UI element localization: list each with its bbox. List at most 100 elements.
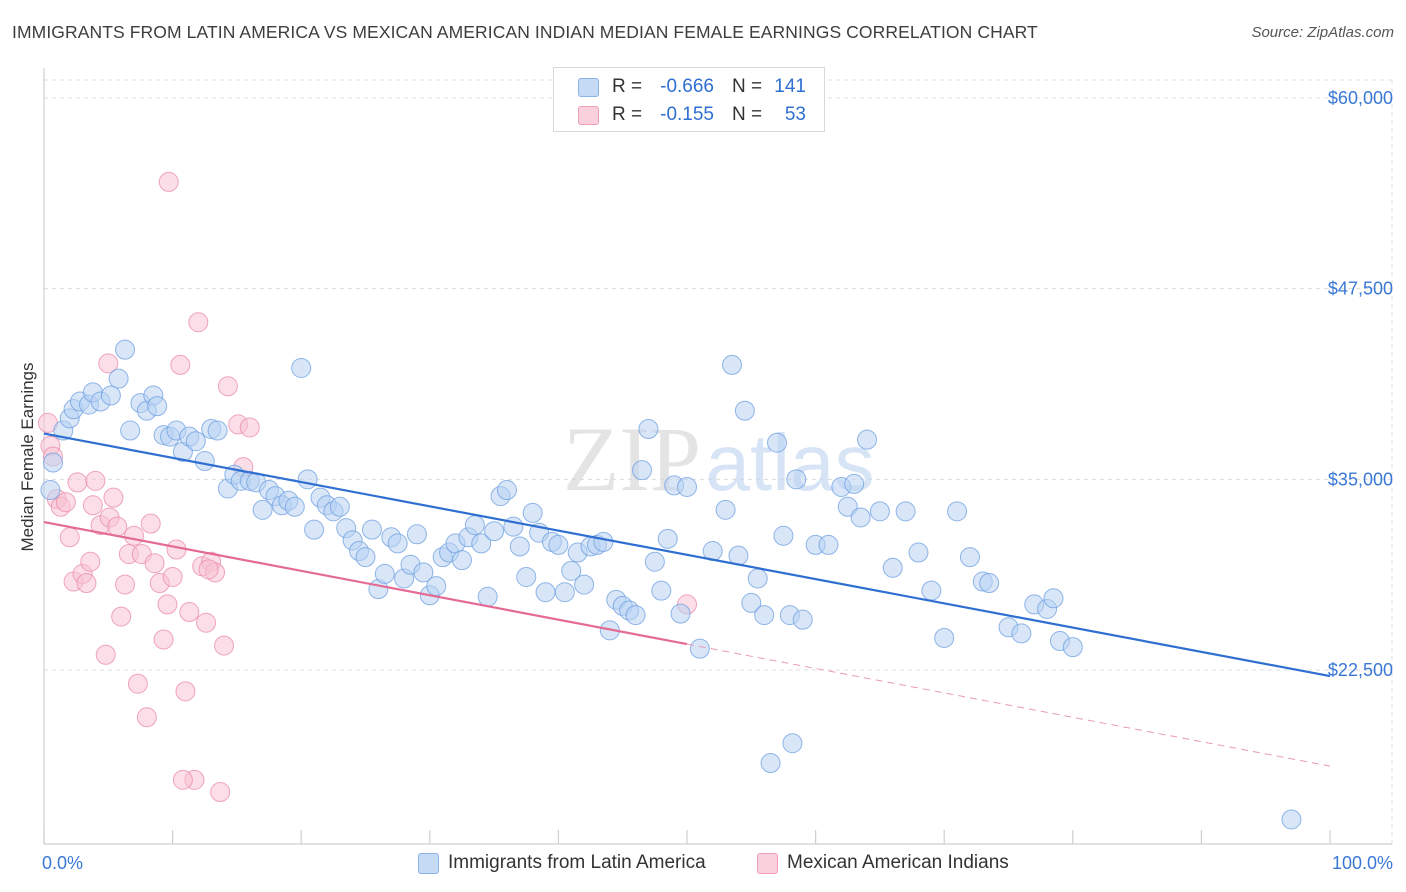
- data-point: [413, 562, 434, 583]
- tick-labels: $22,500 $35,000 $47,500 $60,000 0.0% 100.0%: [42, 88, 1393, 873]
- data-point: [548, 534, 569, 555]
- legend-swatch-pink: [578, 106, 599, 125]
- data-point: [782, 733, 803, 754]
- x-tick-label: 0.0%: [42, 853, 83, 873]
- data-point: [921, 580, 942, 601]
- data-point: [111, 606, 132, 627]
- legend-r-value: -0.155: [660, 104, 714, 125]
- data-point: [651, 580, 672, 601]
- source-label: Source: ZipAtlas.com: [1251, 24, 1394, 41]
- data-point: [76, 573, 97, 594]
- data-point: [198, 559, 219, 580]
- data-point: [947, 501, 968, 522]
- data-point: [638, 418, 659, 439]
- data-point: [108, 368, 129, 389]
- data-point: [194, 451, 215, 472]
- legend-label: Immigrants from Latin America: [448, 852, 706, 873]
- y-tick-label: $35,000: [1328, 469, 1393, 489]
- data-point: [426, 576, 447, 597]
- data-point: [554, 582, 575, 603]
- chart-title: IMMIGRANTS FROM LATIN AMERICA VS MEXICAN…: [12, 22, 1038, 42]
- data-point: [67, 472, 88, 493]
- data-point: [631, 460, 652, 481]
- watermark-atlas: atlas: [706, 418, 875, 507]
- data-point: [593, 531, 614, 552]
- data-point: [136, 707, 157, 728]
- legend-r-label: R =: [612, 76, 643, 97]
- data-point: [908, 542, 929, 563]
- data-point: [747, 568, 768, 589]
- y-tick-label: $60,000: [1328, 88, 1393, 108]
- data-point: [374, 563, 395, 584]
- data-point: [387, 533, 408, 554]
- data-point: [284, 496, 305, 517]
- data-point: [786, 469, 807, 490]
- data-point: [153, 629, 174, 650]
- data-point: [55, 492, 76, 513]
- data-point: [934, 627, 955, 648]
- data-point: [837, 496, 858, 517]
- data-point: [561, 560, 582, 581]
- data-point: [85, 470, 106, 491]
- data-point: [857, 429, 878, 450]
- data-point: [115, 339, 136, 360]
- data-point: [850, 507, 871, 528]
- data-point: [535, 582, 556, 603]
- data-point: [210, 782, 231, 803]
- data-point: [355, 547, 376, 568]
- data-point: [734, 400, 755, 421]
- data-point: [754, 605, 775, 626]
- data-point: [196, 612, 217, 633]
- data-point: [147, 396, 168, 417]
- data-point: [484, 521, 505, 542]
- data-point: [644, 551, 665, 572]
- data-point: [59, 527, 80, 548]
- data-point: [451, 550, 472, 571]
- data-point: [574, 574, 595, 595]
- data-point: [239, 417, 260, 438]
- data-point: [882, 557, 903, 578]
- data-point: [144, 553, 165, 574]
- data-point: [869, 501, 890, 522]
- data-point: [140, 513, 161, 534]
- legend-label: Mexican American Indians: [787, 852, 1009, 873]
- trend-line-extension: [686, 643, 1331, 767]
- legend-swatch-blue: [578, 78, 599, 97]
- data-point: [214, 635, 235, 656]
- data-point: [95, 644, 116, 665]
- legend-row-latin-america: R = -0.666 N = 141: [554, 74, 824, 100]
- data-point: [1281, 809, 1302, 830]
- data-point: [252, 499, 273, 520]
- data-point: [329, 496, 350, 517]
- data-point: [304, 519, 325, 540]
- data-point: [496, 480, 517, 501]
- data-point: [107, 516, 128, 537]
- data-point: [124, 525, 145, 546]
- data-point: [43, 452, 64, 473]
- data-point: [689, 638, 710, 659]
- legend-n-label: N =: [732, 76, 763, 97]
- data-point: [522, 502, 543, 523]
- data-point: [172, 769, 193, 790]
- data-point: [82, 495, 103, 516]
- watermark-zip: ZIP: [563, 408, 701, 510]
- data-point: [844, 473, 865, 494]
- data-point: [959, 547, 980, 568]
- zipatlas-watermark: ZIP atlas: [563, 408, 874, 510]
- data-point: [1043, 588, 1064, 609]
- data-point: [120, 420, 141, 441]
- legend-n-value: 53: [784, 104, 806, 125]
- trend-lines: [43, 432, 1331, 767]
- data-point: [40, 480, 61, 501]
- data-point: [722, 354, 743, 375]
- data-point: [516, 566, 537, 587]
- data-point: [115, 574, 136, 595]
- data-point: [677, 476, 697, 497]
- legend-r-label: R =: [612, 104, 643, 125]
- legend-swatch-blue: [418, 853, 439, 874]
- legend-row-mexican-american-indians: R = -0.155 N = 53: [554, 102, 824, 128]
- data-point: [670, 603, 691, 624]
- data-point: [509, 536, 530, 557]
- data-point: [98, 353, 119, 374]
